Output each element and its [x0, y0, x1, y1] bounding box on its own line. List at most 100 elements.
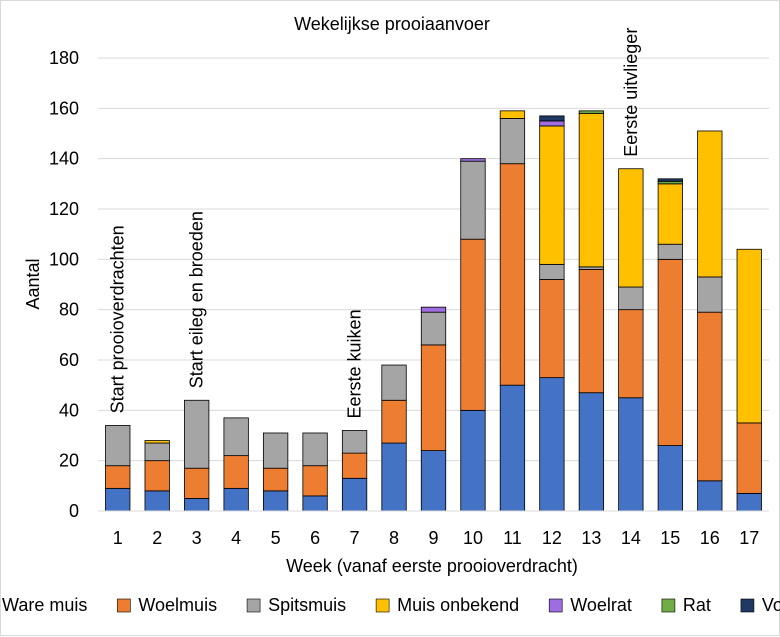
bar-segment-ware-muis: [105, 487, 131, 512]
bars: [105, 110, 762, 512]
y-tick-label: 100: [49, 249, 79, 269]
y-tick-label: 60: [59, 350, 79, 370]
x-tick-label: 1: [113, 528, 123, 548]
annotation-label: Eerste uitvlieger: [621, 28, 641, 157]
legend-swatch: [661, 598, 676, 613]
bar-segment-spitsmuis: [144, 442, 170, 462]
bar-segment-muis-onbekend: [144, 440, 170, 444]
bar-segment-spitsmuis: [184, 399, 210, 469]
bar-segment-vogel: [539, 115, 565, 122]
bar-segment-ware-muis: [657, 445, 683, 512]
x-tick-label: 5: [271, 528, 281, 548]
annotation-label: Start prooioverdrachten: [108, 225, 128, 413]
annotation-label: Eerste kuiken: [345, 309, 365, 418]
bar-segment-woelmuis: [657, 258, 683, 446]
annotations: Start prooioverdrachten Start eileg en br…: [108, 28, 641, 419]
bar-segment-ware-muis: [736, 492, 762, 512]
bar-segment-ware-muis: [420, 450, 447, 512]
y-tick-label: 0: [69, 501, 79, 521]
annotation-label: Start eileg en broeden: [187, 211, 207, 388]
bar-segment-woelmuis: [539, 279, 565, 379]
bar-segment-woelmuis: [302, 465, 328, 497]
chart-title: Wekelijkse prooiaanvoer: [294, 14, 490, 34]
bar-segment-muis-onbekend: [736, 248, 762, 424]
bar-segment-woelmuis: [341, 452, 368, 479]
bar-segment-muis-onbekend: [499, 110, 526, 119]
x-tick-label: 8: [389, 528, 399, 548]
gridlines: [98, 57, 769, 462]
x-tick-label: 13: [581, 528, 601, 548]
bar-segment-spitsmuis: [223, 417, 249, 457]
legend-label: Ware muis: [2, 595, 87, 615]
y-tick-label: 20: [59, 451, 79, 471]
bar-segment-woelmuis: [736, 422, 762, 494]
bar-segment-woelrat: [460, 158, 486, 162]
legend-swatch: [548, 598, 563, 613]
legend-label: Rat: [683, 595, 711, 615]
legend: Ware muis Woelmuis Spitsmuis Muis onbekend W…: [2, 595, 780, 615]
x-tick-label: 9: [428, 528, 438, 548]
bar-segment-muis-onbekend: [657, 183, 683, 245]
bar-segment-woelmuis: [499, 163, 526, 386]
bar-segment-spitsmuis: [618, 286, 644, 311]
bar-segment-woelmuis: [105, 465, 131, 489]
x-tick-label: 15: [660, 528, 680, 548]
bar-segment-spitsmuis: [460, 160, 486, 240]
x-tick-label: 7: [350, 528, 360, 548]
bar-segment-woelmuis: [578, 268, 605, 394]
x-tick-label: 2: [152, 528, 162, 548]
bar-segment-ware-muis: [460, 409, 486, 512]
bar-segment-spitsmuis: [657, 243, 683, 260]
bar-segment-vogel: [657, 178, 683, 182]
bar-segment-spitsmuis: [697, 276, 723, 313]
y-tick-label: 160: [49, 98, 79, 118]
bar-segment-spitsmuis: [105, 425, 131, 467]
y-tick-label: 80: [59, 300, 79, 320]
legend-swatch: [117, 598, 131, 613]
bar-segment-woelmuis: [381, 399, 407, 444]
bar-segment-ware-muis: [381, 442, 407, 512]
bar-segment-ware-muis: [341, 477, 368, 512]
x-tick-label: 11: [503, 528, 522, 548]
bar-segment-rat: [578, 110, 605, 114]
bar-segment-ware-muis: [499, 384, 526, 512]
bar-segment-woelmuis: [697, 311, 723, 482]
bar-segment-spitsmuis: [302, 432, 328, 467]
bar-segment-ware-muis: [618, 397, 644, 512]
bar-segment-woelmuis: [184, 467, 210, 499]
bar-segment-ware-muis: [223, 487, 249, 512]
bar-segment-muis-onbekend: [539, 125, 565, 265]
x-tick-label: 6: [310, 528, 320, 548]
x-tick-label: 16: [700, 528, 720, 548]
bar-segment-spitsmuis: [262, 432, 289, 469]
bar-segment-woelmuis: [262, 467, 289, 492]
legend-label: Muis onbekend: [397, 595, 519, 615]
bar-segment-muis-onbekend: [697, 130, 723, 278]
y-axis-label: Aantal: [23, 258, 43, 309]
bar-segment-ware-muis: [144, 490, 170, 512]
bar-segment-spitsmuis: [341, 430, 368, 454]
y-tick-label: 120: [49, 199, 79, 219]
bar-segment-woelrat: [539, 120, 565, 127]
bar-segment-woelmuis: [618, 309, 644, 399]
legend-label: Woelrat: [570, 595, 632, 615]
bar-segment-ware-muis: [697, 480, 723, 512]
bar-segment-ware-muis: [184, 498, 210, 512]
x-tick-label: 10: [463, 528, 483, 548]
x-tick-label: 17: [739, 528, 759, 548]
y-tick-labels: 0 20 40 60 80 100 120 140 160 180: [49, 48, 79, 521]
bar-segment-muis-onbekend: [618, 168, 644, 288]
x-tick-labels: 1 2 3 4 5 6 7 8 9 10 11 12 13 14 15 16 17: [113, 528, 760, 548]
bar-segment-spitsmuis: [381, 364, 407, 401]
x-tick-label: 12: [542, 528, 562, 548]
bar-segment-spitsmuis: [539, 263, 565, 280]
y-tick-label: 180: [49, 48, 79, 68]
x-axis-label: Week (vanaf eerste prooioverdracht): [286, 556, 578, 576]
legend-label: Woelmuis: [138, 595, 217, 615]
bar-segment-ware-muis: [262, 490, 289, 512]
bar-segment-woelmuis: [223, 455, 249, 489]
y-tick-label: 140: [49, 149, 79, 169]
x-tick-label: 4: [231, 528, 241, 548]
bar-segment-ware-muis: [302, 495, 328, 512]
